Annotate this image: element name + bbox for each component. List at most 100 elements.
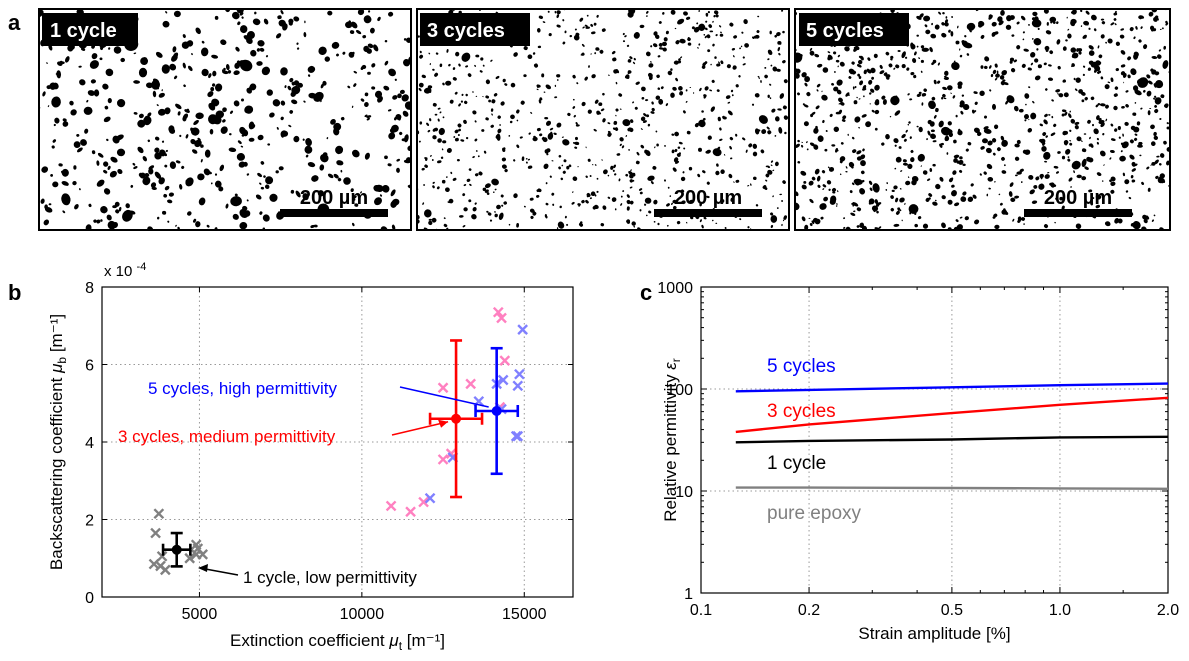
speckle	[434, 113, 438, 116]
speckle	[770, 212, 774, 216]
speckle	[1092, 197, 1095, 199]
speckle	[1049, 50, 1054, 55]
speckle	[423, 209, 432, 218]
speckle	[1032, 11, 1038, 17]
speckle	[924, 24, 928, 28]
speckle	[1049, 16, 1057, 23]
speckle	[936, 80, 941, 84]
speckle	[862, 148, 865, 152]
speckle	[657, 87, 661, 90]
speckle	[720, 60, 724, 65]
speckle	[579, 222, 583, 227]
tick-label-y: 8	[85, 280, 94, 297]
speckle	[1153, 95, 1157, 98]
speckle	[782, 60, 786, 64]
speckle	[591, 164, 594, 166]
speckle	[200, 144, 204, 148]
speckle	[584, 24, 588, 28]
speckle	[377, 95, 383, 103]
speckle	[387, 163, 392, 167]
speckle	[561, 164, 564, 167]
speckle	[777, 46, 781, 52]
speckle	[1145, 215, 1150, 220]
speckle	[266, 89, 273, 96]
speckle	[73, 141, 81, 149]
speckle	[629, 174, 634, 179]
speckle	[1150, 124, 1155, 130]
speckle	[554, 96, 558, 99]
speckle	[260, 161, 265, 165]
speckle	[120, 57, 125, 63]
speckle	[482, 96, 484, 98]
speckle	[293, 135, 300, 143]
speckle	[115, 134, 124, 141]
speckle	[932, 163, 936, 167]
speckle	[1141, 226, 1147, 230]
speckle	[290, 189, 295, 194]
speckle	[879, 70, 885, 75]
speckle	[250, 49, 257, 57]
speckle	[982, 138, 988, 144]
speckle	[1069, 110, 1071, 113]
speckle	[164, 107, 171, 115]
speckle	[162, 20, 170, 28]
speckle	[707, 135, 712, 140]
speckle	[492, 191, 495, 194]
speckle	[585, 146, 587, 149]
speckle	[858, 55, 863, 59]
speckle	[811, 176, 816, 181]
speckle	[462, 193, 466, 197]
speckle	[907, 176, 910, 179]
speckle	[1143, 89, 1146, 93]
speckle	[304, 20, 306, 24]
speckle	[58, 163, 63, 167]
speckle	[1130, 68, 1137, 76]
speckle	[701, 65, 706, 69]
speckle	[985, 147, 992, 154]
speckle	[56, 70, 62, 79]
speckle	[1078, 51, 1082, 55]
speckle	[284, 85, 287, 89]
speckle	[552, 203, 555, 206]
speckle	[831, 144, 836, 147]
speckle	[640, 144, 645, 149]
speckle	[739, 47, 741, 50]
speckle	[806, 148, 809, 151]
speckle	[876, 210, 879, 214]
speckle	[214, 227, 218, 230]
speckle	[280, 132, 284, 138]
speckle	[944, 19, 949, 23]
speckle	[353, 83, 357, 87]
speckle	[817, 63, 823, 68]
speckle	[272, 99, 281, 107]
speckle	[381, 184, 390, 193]
speckle	[1076, 136, 1082, 142]
speckle	[801, 141, 803, 143]
speckle	[639, 24, 645, 29]
speckle	[986, 129, 989, 133]
speckle	[163, 193, 168, 198]
data-point-three	[465, 378, 477, 390]
speckle	[234, 62, 241, 69]
speckle	[485, 79, 491, 85]
speckle	[434, 72, 439, 77]
speckle	[257, 134, 264, 141]
speckle	[62, 121, 69, 127]
speckle	[218, 186, 224, 192]
speckle	[554, 10, 557, 14]
speckle	[853, 100, 858, 105]
tick-label-x: 0.2	[798, 602, 820, 619]
speckle	[262, 214, 270, 222]
speckle	[1153, 135, 1158, 141]
speckle	[859, 80, 864, 86]
speckle	[469, 183, 472, 186]
speckle	[545, 182, 548, 185]
speckle	[988, 14, 993, 18]
speckle	[508, 223, 511, 226]
speckle	[1046, 22, 1049, 26]
speckle	[155, 51, 163, 58]
speckle	[973, 91, 978, 94]
speckle	[926, 178, 931, 181]
speckle	[458, 63, 461, 67]
speckle	[399, 131, 403, 135]
